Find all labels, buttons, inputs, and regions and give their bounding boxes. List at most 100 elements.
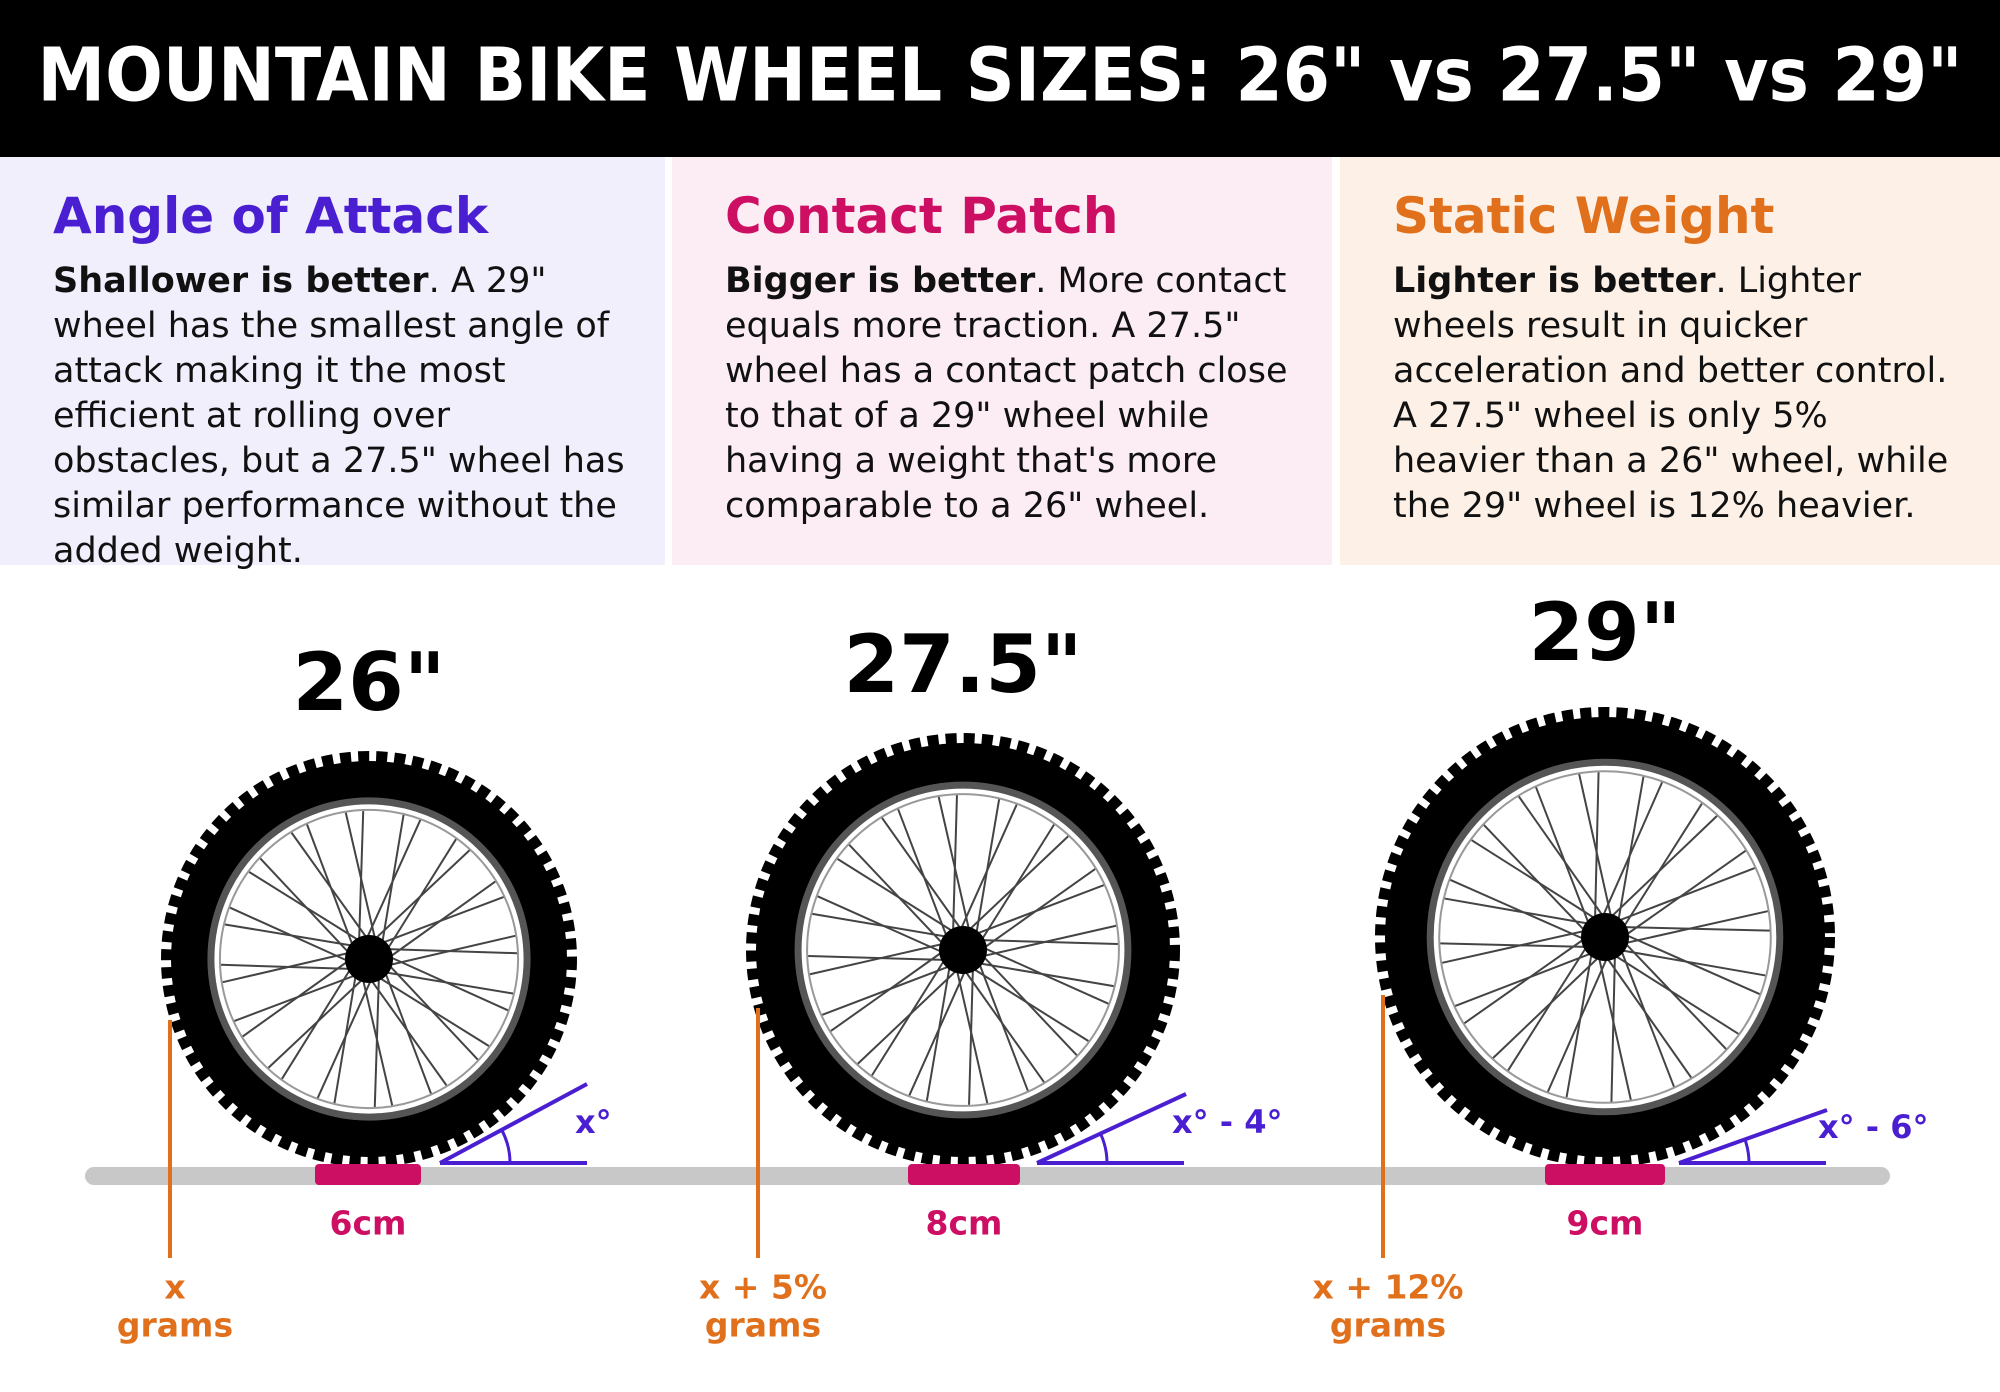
spoke [380,814,405,947]
spoke [1620,803,1703,931]
spoke [925,962,952,1101]
weight-label: x + 5% [699,1268,827,1307]
spoke [1607,815,1718,921]
spoke [361,975,394,1106]
angle-label: x° - 4° [1172,1103,1282,1141]
spoke [1483,824,1589,935]
weight-label: x [164,1268,185,1307]
body: . More contact equals more traction. A 2… [725,261,1288,526]
spoke [1611,952,1739,1035]
spoke [1471,839,1599,922]
panel-text: Lighter is better. Lighter wheels result… [1393,259,1970,529]
spoke [1463,936,1588,1024]
rim-inner [218,808,520,1110]
spoke [1622,932,1761,995]
spoke [333,971,358,1104]
spoke [1594,772,1600,923]
spoke [812,912,951,939]
spoke [881,817,964,933]
hub [1581,913,1629,961]
weight-label: grams [117,1306,233,1345]
body: . A 29" wheel has the smallest angle of … [53,261,625,571]
tire-knobs [161,751,577,1167]
patch-label: 6cm [330,1204,407,1243]
spoke [969,965,1089,1042]
angle-ray [1678,1108,1828,1165]
spoke [1547,954,1610,1093]
spoke [1616,776,1645,925]
spoke [830,949,946,1032]
spoke [1619,926,1770,932]
angle-label: x° - 6° [1818,1108,1928,1146]
contact-patch [1545,1164,1665,1185]
lead: Lighter is better [1393,261,1716,301]
spoke [937,796,971,934]
angle-arc [1099,1132,1109,1164]
spoke [1610,951,1616,1102]
spoke [1518,795,1606,920]
spoke [378,896,504,945]
angle-arc [1743,1138,1751,1164]
spoke [1492,953,1603,1059]
spoke [384,838,457,953]
patch-label: 9cm [1567,1204,1644,1243]
spoke [1600,781,1663,920]
spoke [248,871,363,944]
spoke [344,812,377,943]
spoke [1622,850,1747,938]
spoke [1565,949,1594,1098]
panel-text: Shallower is better. A 29" wheel has the… [53,259,635,574]
panel-title: Contact Patch [725,187,1119,245]
spoke [978,824,1055,944]
panel-text: Bigger is better. More contact equals mo… [725,259,1302,529]
angle-ray [1036,1092,1187,1165]
spoke [974,799,1001,938]
spoke [383,948,517,955]
spoke [1442,929,1589,964]
weight-label: x + 12% [1313,1268,1464,1307]
patch-label: 8cm [926,1204,1003,1243]
contact-patch [315,1164,421,1185]
spoke [1578,774,1613,921]
panel: Contact Patch Bigger is better. More con… [672,157,1332,565]
tire-knobs [746,733,1180,1167]
rim-inner [1438,770,1772,1104]
spoke [955,966,989,1104]
wheel-size: 26" [292,636,445,729]
spoke [1444,897,1593,926]
panel: Static Weight Lighter is better. Lighter… [1340,157,2000,565]
body: . Lighter wheels result in quicker accel… [1393,261,1949,526]
angle-ray [439,1082,588,1165]
spoke [1440,942,1591,948]
spoke [977,939,1118,945]
rim-inner [806,793,1120,1107]
angle-arc [500,1129,512,1164]
header: MOUNTAIN BIKE WHEEL SIZES: 26" vs 27.5" … [0,0,2000,157]
spoke [1535,786,1591,928]
spoke [1449,879,1588,942]
spoke [1619,946,1675,1088]
panel-title: Static Weight [1393,187,1775,245]
spoke [1597,953,1632,1100]
spoke [1507,943,1590,1071]
spoke [242,958,352,1038]
lead: Bigger is better [725,261,1036,301]
hub [939,926,987,974]
spoke [871,956,948,1076]
spoke [224,923,357,948]
spoke [375,974,490,1047]
contact-patch [908,1164,1020,1185]
spoke [386,954,509,1012]
spoke [980,945,1109,1005]
spoke [1614,867,1756,923]
title: MOUNTAIN BIKE WHEEL SIZES: 26" vs 27.5" … [38,33,1963,119]
spoke [1604,954,1692,1079]
weight-label: grams [1330,1306,1446,1345]
tire-knobs [1375,707,1835,1167]
spoke [290,832,370,942]
panel-title: Angle of Attack [53,187,489,245]
spoke [1454,951,1596,1007]
panel: Angle of Attack Shallower is better. A 2… [0,157,665,571]
